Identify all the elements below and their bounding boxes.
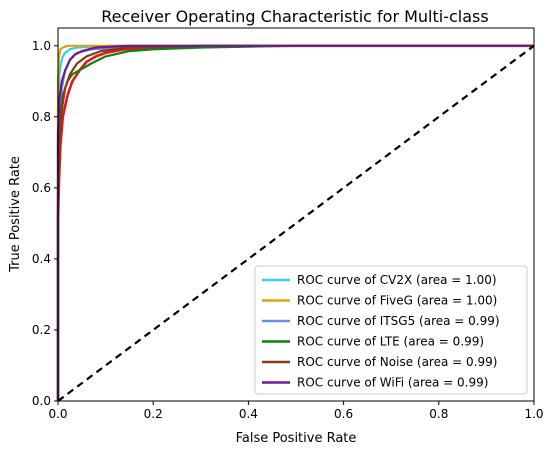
x-tick-label: 0.4 (239, 407, 258, 421)
chance-diagonal-line (57, 44, 535, 402)
y-axis: 0.0 0.2 0.4 0.6 0.8 1.0 (32, 39, 58, 408)
legend-box (254, 265, 528, 395)
x-tick-label: 0.0 (48, 407, 67, 421)
legend-entry-label: ROC curve of FiveG (area = 1.00) (297, 294, 497, 308)
y-tick-label: 0.0 (32, 394, 51, 408)
legend-entry-label: ROC curve of CV2X (area = 1.00) (297, 273, 497, 287)
legend-entry-label: ROC curve of ITSG5 (area = 0.99) (297, 314, 500, 328)
y-axis-label: True Positive Rate (8, 156, 23, 273)
legend-entry-label: ROC curve of LTE (area = 0.99) (297, 335, 484, 349)
y-tick-label: 1.0 (32, 39, 51, 53)
legend-entry-label: ROC curve of WiFi (area = 0.99) (297, 376, 488, 390)
x-axis-label: False Positive Rate (236, 431, 357, 446)
x-axis: 0.0 0.2 0.4 0.6 0.8 1.0 (48, 401, 544, 421)
roc-line-series-5 (56, 44, 534, 401)
x-tick-label: 0.6 (334, 407, 353, 421)
y-tick-label: 0.6 (32, 181, 51, 195)
x-tick-label: 0.2 (144, 407, 163, 421)
legend: ROC curve of CV2X (area = 1.00) ROC curve… (254, 265, 528, 395)
plot-frame (57, 27, 535, 402)
x-tick-label: 0.8 (429, 407, 448, 421)
y-tick-label: 0.8 (32, 110, 51, 124)
legend-entry-label: ROC curve of Noise (area = 0.99) (297, 355, 497, 369)
roc-line-series-4 (56, 44, 534, 401)
y-tick-label: 0.2 (32, 323, 51, 337)
x-tick-label: 1.0 (524, 407, 543, 421)
chart-title: Receiver Operating Characteristic for Mu… (101, 7, 488, 26)
y-tick-label: 0.4 (32, 252, 51, 266)
